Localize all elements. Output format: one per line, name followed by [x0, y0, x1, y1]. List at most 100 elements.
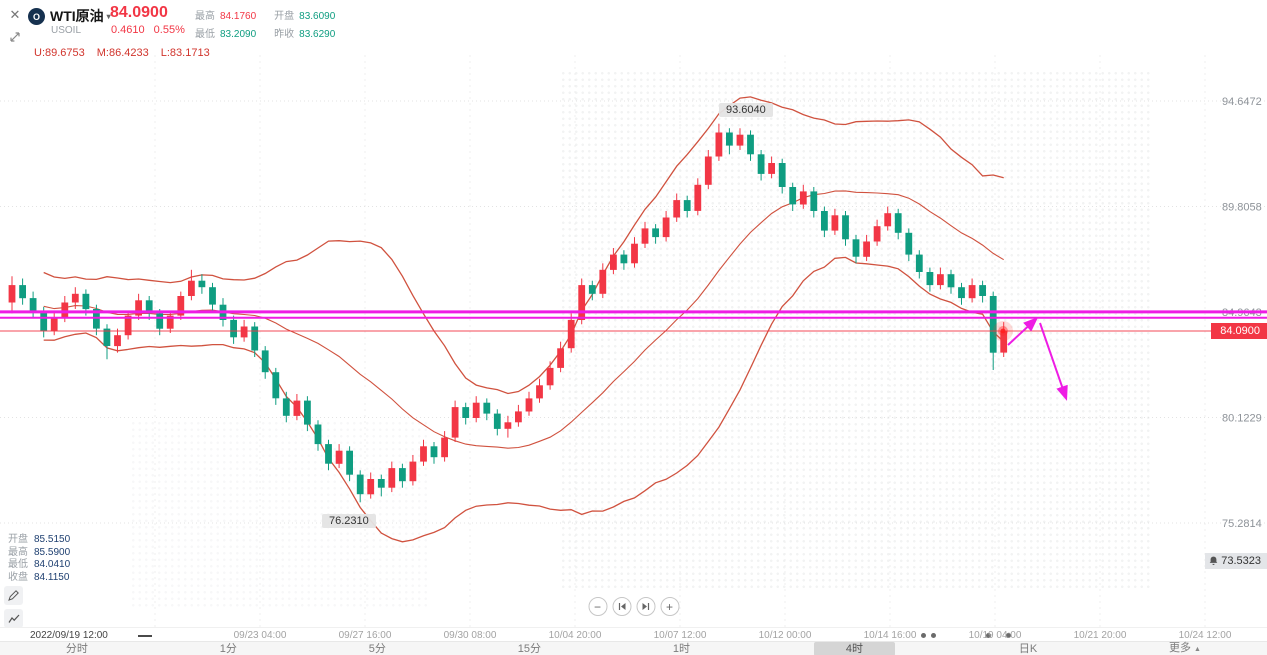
timeframe-tab[interactable]: 4时 — [813, 642, 895, 655]
candle — [810, 191, 818, 211]
close-icon[interactable]: ✕ — [9, 7, 21, 22]
timeframe-tab[interactable]: 5分 — [368, 643, 386, 655]
candle — [483, 402, 491, 414]
timeframe-tab[interactable]: 更多 ▲ — [1169, 642, 1201, 654]
candle — [768, 163, 775, 174]
timeframe-tab[interactable]: 1时 — [672, 643, 690, 655]
stat-prev-close: 昨收 83.6290 — [274, 29, 336, 40]
low-price-annotation: 76.2310 — [322, 514, 376, 528]
timeframe-tab[interactable]: 1分 — [219, 643, 237, 655]
x-axis-label: 10/19 04:00 — [968, 630, 1022, 641]
candle — [641, 228, 649, 244]
candle — [261, 350, 269, 373]
timeframe-tab[interactable]: 分时 — [65, 643, 88, 655]
indicator-tool-button[interactable] — [4, 609, 23, 628]
stat-low: 最低 83.2090 — [195, 29, 257, 40]
symbol-code: USOIL — [51, 25, 82, 36]
candle — [314, 424, 322, 445]
stat-high: 最高 84.1760 — [195, 11, 257, 22]
price-alert-tag[interactable]: 73.5323 — [1205, 553, 1267, 569]
candle — [863, 241, 870, 257]
boll-lower: L:83.1713 — [160, 47, 210, 59]
candle — [19, 285, 26, 299]
ohlc-high: 最高 85.5900 — [8, 546, 71, 558]
timeframe-tab[interactable]: 日K — [1018, 643, 1038, 655]
bollinger-middle-band — [43, 190, 1004, 449]
draw-tool-button[interactable] — [4, 586, 23, 605]
candle — [29, 298, 37, 312]
price-change: 0.4610 0.55% — [111, 24, 185, 36]
pencil-icon — [8, 590, 19, 601]
candle — [50, 317, 58, 331]
candle — [884, 213, 892, 227]
arrow-down-forecast[interactable] — [1039, 322, 1068, 401]
candle — [209, 287, 216, 305]
candle — [304, 400, 311, 425]
candle — [831, 215, 839, 231]
candle — [852, 239, 860, 257]
candle — [799, 191, 807, 205]
candle — [441, 437, 448, 458]
time-axis[interactable]: 2022/09/19 12:00 09/23 04:00 09/27 16:00 09… — [0, 627, 1267, 642]
current-price-tag: 84.0900 — [1211, 323, 1267, 339]
highlight-glow — [1000, 328, 1006, 334]
expand-icon[interactable] — [6, 28, 24, 46]
candle — [915, 254, 923, 272]
skip-to-start-button[interactable] — [612, 597, 631, 616]
quote-stats: 最高 84.1760 开盘 83.6090 最低 83.2090 昨收 83.6290 — [195, 7, 335, 40]
zoom-out-button[interactable]: − — [588, 597, 607, 616]
boll-middle: M:86.4233 — [96, 47, 149, 59]
candle — [166, 315, 174, 329]
y-axis-label: 89.8058 — [1222, 202, 1262, 214]
candle — [135, 300, 142, 316]
candle — [715, 132, 723, 157]
candle — [958, 287, 965, 299]
boll-upper: U:89.6753 — [34, 47, 85, 59]
candle — [272, 372, 280, 399]
candle — [335, 450, 343, 464]
candle — [578, 285, 586, 320]
candle — [937, 274, 944, 286]
candle — [114, 335, 121, 347]
marker-dot — [986, 633, 991, 638]
ohlc-panel: 开盘 85.5150 最高 85.5900 最低 84.0410 收盘 84.1150 — [8, 534, 70, 584]
candle — [61, 302, 69, 318]
candle — [462, 407, 470, 418]
ohlc-open: 开盘 85.5150 — [8, 534, 71, 545]
timeframe-tab[interactable]: 15分 — [517, 643, 541, 655]
symbol-dropdown[interactable]: WTI原油 ▾ — [50, 6, 111, 26]
candle — [736, 134, 744, 146]
zoom-in-button[interactable]: + — [660, 597, 679, 616]
ohlc-low: 最低 84.0410 — [8, 559, 71, 570]
x-axis-label: 2022/09/19 12:00 — [30, 630, 108, 641]
candle — [251, 326, 259, 351]
candle — [947, 274, 955, 288]
candle — [704, 156, 712, 185]
candle — [145, 300, 153, 314]
candle — [388, 468, 396, 488]
candle — [652, 228, 659, 238]
candle — [451, 407, 459, 438]
diagonal-arrows-icon — [10, 32, 20, 42]
candle — [968, 285, 976, 299]
candle — [356, 474, 364, 495]
candle — [346, 450, 353, 475]
candle — [377, 479, 385, 488]
candle — [789, 187, 797, 205]
collapsed-drawing-handle[interactable] — [138, 635, 152, 637]
chart-controls: − + — [588, 597, 679, 616]
candle — [367, 479, 375, 495]
bell-icon — [1209, 556, 1218, 565]
bollinger-lower-band — [43, 256, 1005, 543]
candle — [188, 280, 195, 296]
x-axis-label: 09/27 16:00 — [338, 630, 392, 641]
skip-to-end-button[interactable] — [636, 597, 655, 616]
candle — [631, 243, 638, 264]
candle — [40, 311, 48, 331]
candle — [557, 348, 564, 368]
candle — [420, 446, 427, 462]
candle — [409, 461, 417, 482]
bollinger-upper-band — [43, 96, 1004, 395]
candle — [546, 367, 554, 386]
